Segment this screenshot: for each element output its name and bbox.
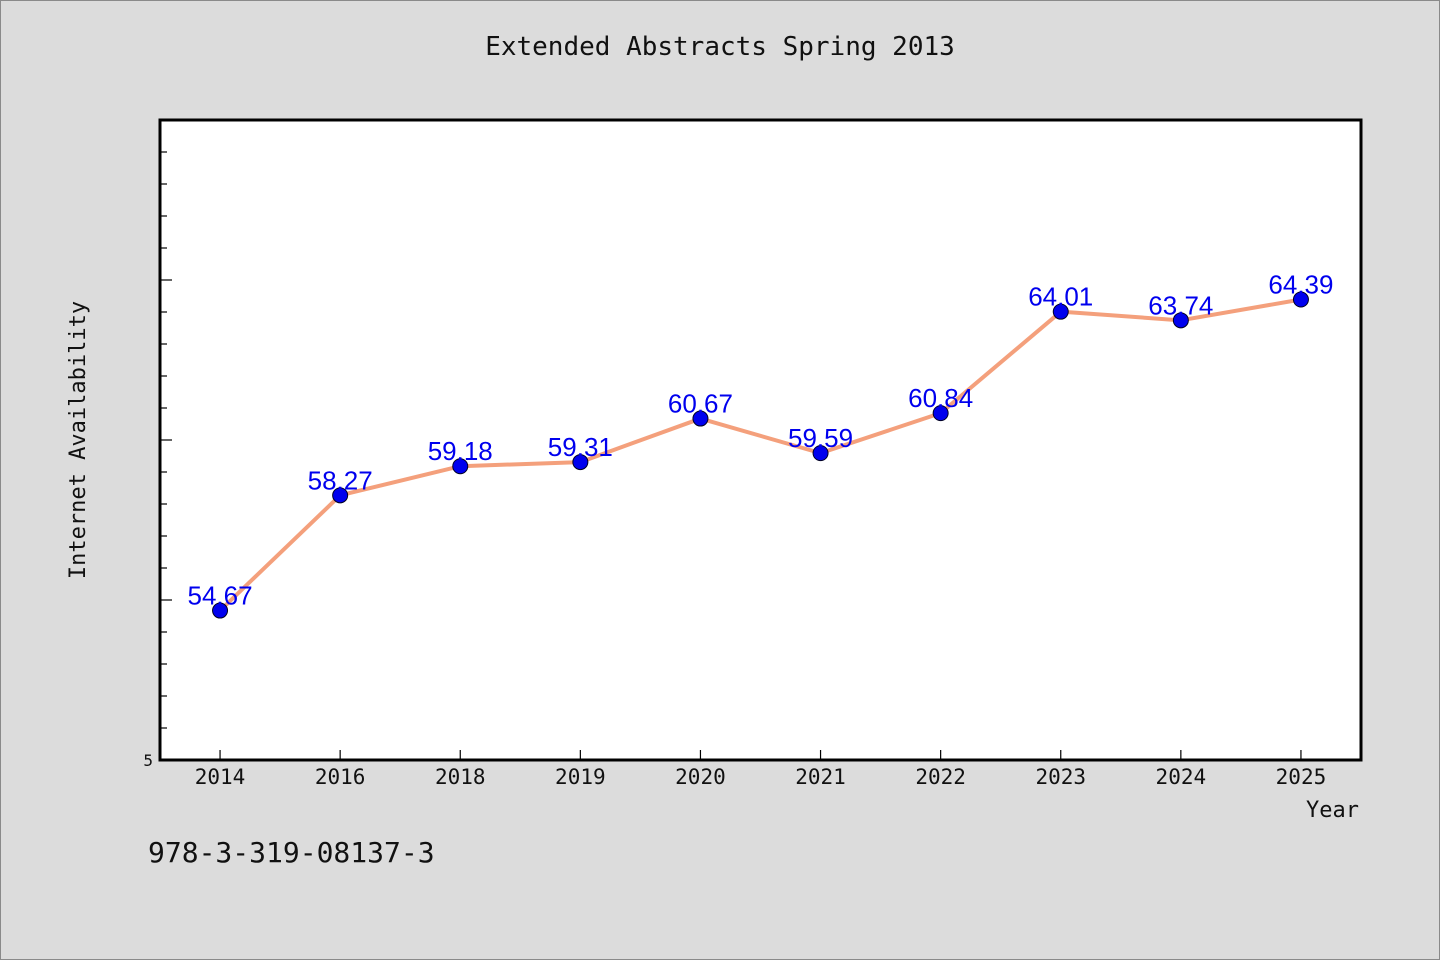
chart-title: Extended Abstracts Spring 2013: [485, 32, 955, 62]
data-label: 59.31: [548, 432, 613, 462]
data-label: 59.18: [428, 436, 493, 466]
data-label: 59.59: [788, 423, 853, 453]
data-point: [572, 454, 589, 471]
x-tick-label: 2023: [1035, 765, 1086, 789]
y-axis-label: Internet Availability: [66, 301, 91, 579]
data-label: 63.74: [1148, 290, 1213, 320]
data-point: [812, 445, 829, 462]
x-tick-label: 2021: [795, 765, 846, 789]
data-point: [332, 487, 349, 504]
footer-note: 978-3-319-08137-3: [148, 836, 435, 869]
data-point: [1172, 312, 1189, 329]
data-point: [1292, 291, 1309, 308]
data-point: [692, 410, 709, 427]
x-tick-label: 2022: [915, 765, 966, 789]
x-tick-label: 2020: [675, 765, 726, 789]
x-tick-label: 2019: [555, 765, 606, 789]
plot-area: [158, 118, 1363, 762]
data-label: 60.67: [668, 389, 733, 419]
data-label: 64.01: [1028, 282, 1093, 312]
x-tick-label: 2016: [315, 765, 366, 789]
x-tick-label: 2025: [1276, 765, 1327, 789]
data-label: 64.39: [1268, 270, 1333, 300]
data-label: 60.84: [908, 383, 973, 413]
x-tick-label: 2014: [195, 765, 246, 789]
series-line: [218, 297, 1303, 613]
data-label: 54.67: [188, 581, 253, 611]
data-point: [932, 405, 949, 422]
y-tick-label: 5: [143, 751, 153, 770]
data-label: 58.27: [308, 465, 373, 495]
data-point: [1052, 303, 1069, 320]
data-point: [452, 458, 469, 475]
data-point: [212, 602, 229, 619]
x-tick-label: 2024: [1156, 765, 1207, 789]
x-axis-label: Year: [1306, 798, 1359, 823]
x-tick-label: 2018: [435, 765, 486, 789]
